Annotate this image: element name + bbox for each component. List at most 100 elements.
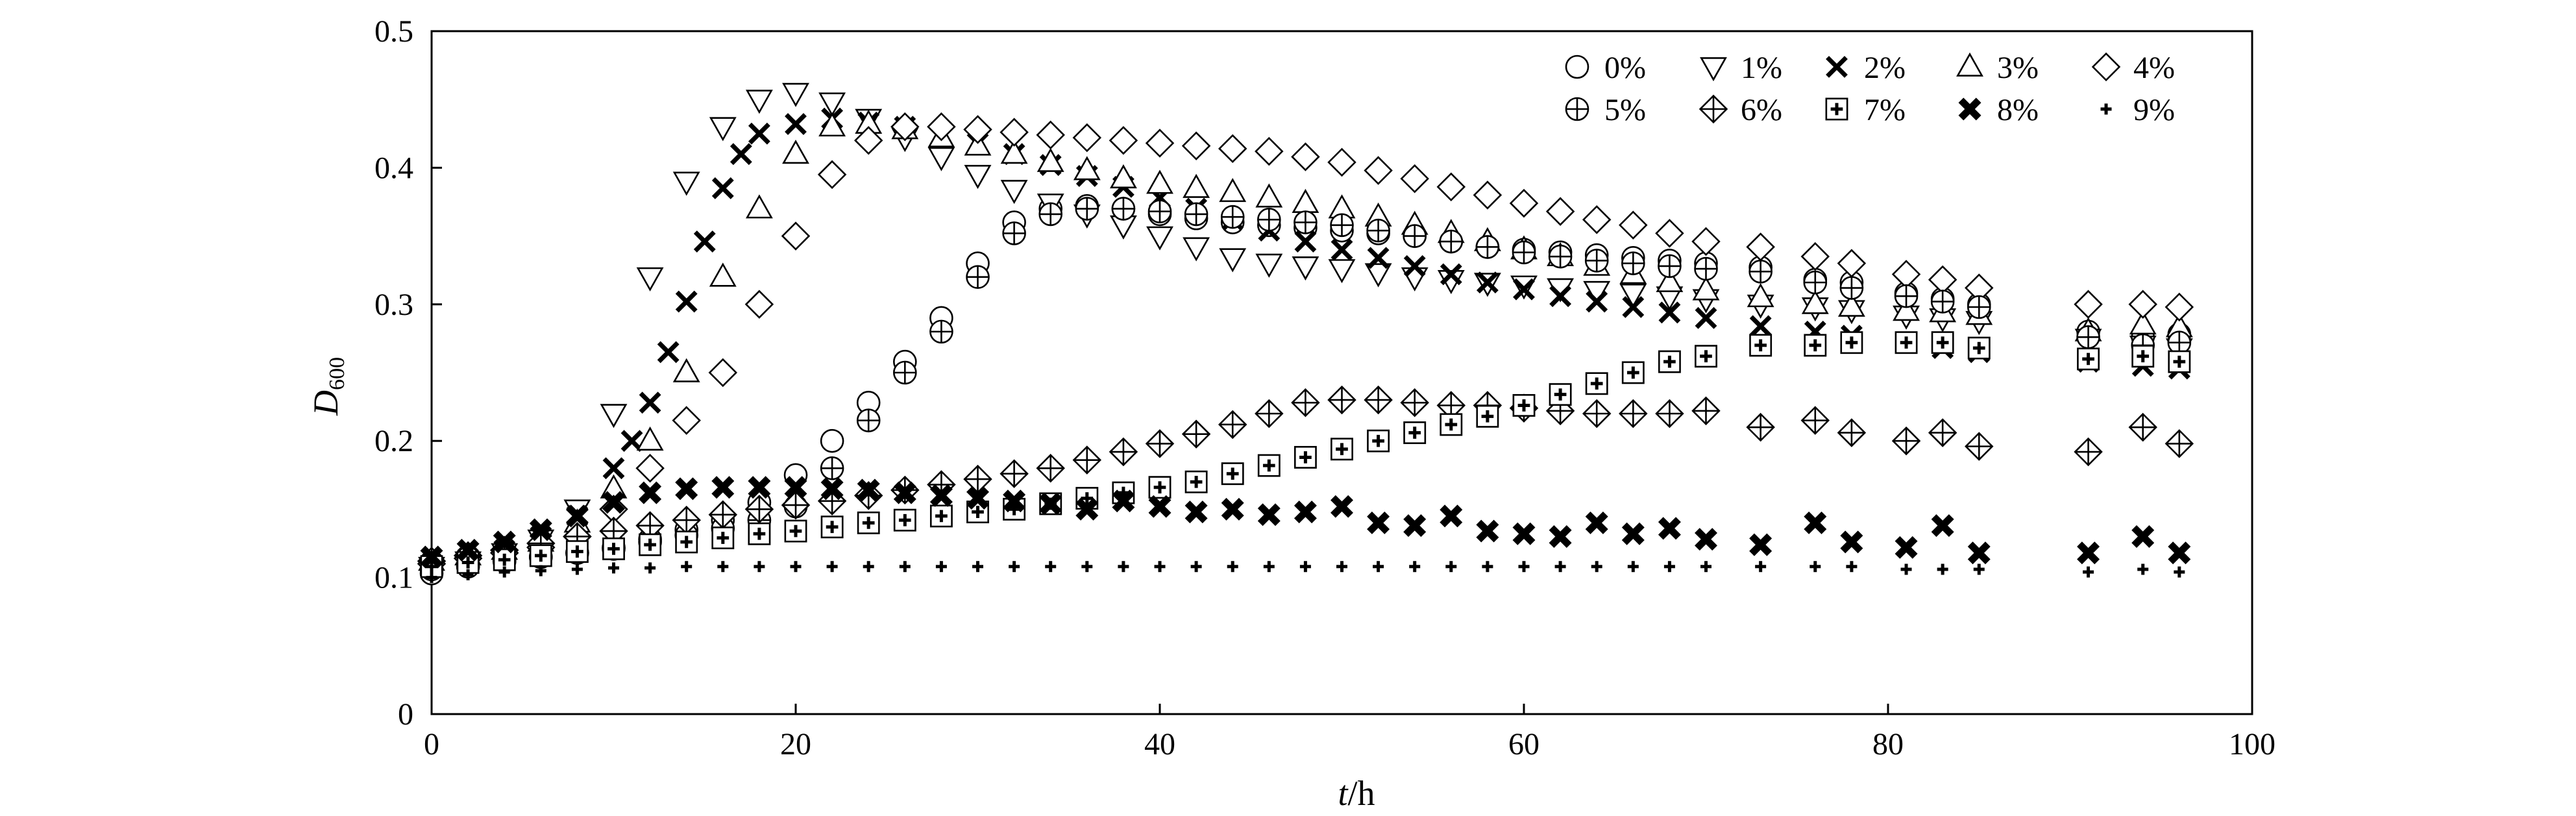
legend-marker bbox=[1565, 55, 1589, 79]
data-point bbox=[1146, 169, 1173, 194]
data-point bbox=[817, 160, 847, 190]
legend-marker bbox=[1565, 97, 1589, 121]
data-point bbox=[529, 518, 552, 541]
data-point bbox=[1255, 399, 1284, 428]
data-point bbox=[1656, 267, 1684, 293]
legend-marker bbox=[1956, 52, 1983, 77]
data-point bbox=[785, 113, 807, 135]
data-point bbox=[2128, 290, 2157, 319]
data-point bbox=[1403, 254, 1426, 277]
legend-marker bbox=[1958, 97, 1981, 121]
data-point bbox=[1475, 235, 1500, 259]
data-point bbox=[1582, 205, 1612, 234]
data-point bbox=[672, 505, 701, 535]
data-point bbox=[890, 112, 920, 142]
data-point bbox=[1111, 197, 1136, 221]
data-point bbox=[1183, 237, 1210, 262]
y-tick-label: 0.3 bbox=[374, 288, 413, 322]
legend-label: 0% bbox=[1604, 51, 1646, 85]
data-point bbox=[1658, 254, 1682, 278]
data-point bbox=[1513, 278, 1535, 301]
data-point bbox=[1220, 204, 1245, 229]
data-point bbox=[1367, 247, 1390, 269]
data-point bbox=[2077, 347, 2100, 371]
data-point bbox=[1400, 164, 1429, 193]
data-point bbox=[1655, 219, 1684, 248]
data-point bbox=[730, 143, 752, 166]
data-point bbox=[1219, 248, 1247, 273]
data-point bbox=[1591, 561, 1602, 573]
data-point bbox=[1658, 517, 1681, 540]
data-point bbox=[790, 561, 802, 573]
legend-entry: 3% bbox=[1956, 51, 2039, 85]
data-point bbox=[966, 487, 989, 510]
data-point bbox=[636, 427, 664, 451]
data-point bbox=[1294, 445, 1317, 469]
data-point bbox=[782, 140, 809, 164]
data-point bbox=[1585, 372, 1608, 395]
data-point bbox=[1257, 454, 1281, 477]
data-point bbox=[781, 221, 811, 251]
legend-marker bbox=[1699, 94, 1728, 124]
data-point bbox=[1109, 126, 1138, 155]
data-point bbox=[1039, 492, 1062, 515]
legend-label: 9% bbox=[2133, 93, 2175, 127]
data-point bbox=[657, 341, 680, 364]
data-point bbox=[672, 358, 700, 382]
data-point bbox=[893, 481, 916, 504]
y-tick-label: 0 bbox=[398, 697, 413, 732]
data-point bbox=[1255, 253, 1283, 278]
legend-marker bbox=[2091, 52, 2121, 82]
data-point bbox=[2131, 525, 2155, 548]
data-point bbox=[1928, 265, 1957, 295]
data-point bbox=[1473, 180, 1503, 210]
legend-entry: 6% bbox=[1699, 93, 1782, 127]
data-point bbox=[1367, 429, 1390, 452]
data-point bbox=[1837, 418, 1867, 447]
data-point bbox=[1627, 561, 1639, 573]
data-point bbox=[1803, 270, 1828, 295]
data-point bbox=[1804, 511, 1827, 534]
data-point bbox=[1895, 536, 1918, 559]
data-point bbox=[2167, 330, 2192, 355]
data-point bbox=[1893, 297, 1920, 321]
data-point bbox=[1837, 292, 1865, 317]
data-point bbox=[748, 476, 771, 499]
data-point bbox=[1440, 504, 1463, 528]
data-point bbox=[1746, 232, 1775, 262]
data-point bbox=[1895, 331, 1918, 354]
data-point bbox=[972, 561, 983, 573]
data-point bbox=[1403, 421, 1427, 445]
data-point bbox=[1327, 385, 1356, 415]
data-point bbox=[1112, 489, 1135, 513]
legend-label: 6% bbox=[1741, 93, 1782, 127]
data-point bbox=[1846, 561, 1858, 573]
legend-entry: 0% bbox=[1565, 51, 1646, 85]
data-point bbox=[1109, 437, 1138, 467]
legend-entry: 8% bbox=[1958, 93, 2039, 127]
data-point bbox=[639, 391, 661, 414]
data-point bbox=[1700, 561, 1711, 573]
y-tick-label: 0.2 bbox=[374, 424, 413, 458]
x-tick-label: 40 bbox=[1144, 727, 1175, 761]
data-point bbox=[1894, 284, 1919, 308]
data-point bbox=[1619, 399, 1648, 428]
data-point bbox=[1931, 514, 1954, 538]
data-point bbox=[1621, 522, 1645, 545]
data-point bbox=[1221, 462, 1244, 486]
data-point bbox=[2165, 429, 2194, 458]
data-point bbox=[1800, 406, 1830, 435]
data-point bbox=[711, 177, 734, 199]
data-point bbox=[1928, 418, 1957, 447]
data-point bbox=[709, 262, 737, 287]
data-point bbox=[1366, 218, 1390, 243]
data-point bbox=[1658, 350, 1681, 373]
data-point bbox=[1181, 419, 1211, 449]
data-point bbox=[1255, 183, 1283, 208]
data-point bbox=[2168, 541, 2191, 565]
data-point bbox=[1549, 525, 1572, 548]
data-point bbox=[1476, 404, 1499, 428]
data-point bbox=[1327, 147, 1356, 177]
data-point bbox=[782, 82, 809, 107]
data-point bbox=[1148, 495, 1171, 518]
